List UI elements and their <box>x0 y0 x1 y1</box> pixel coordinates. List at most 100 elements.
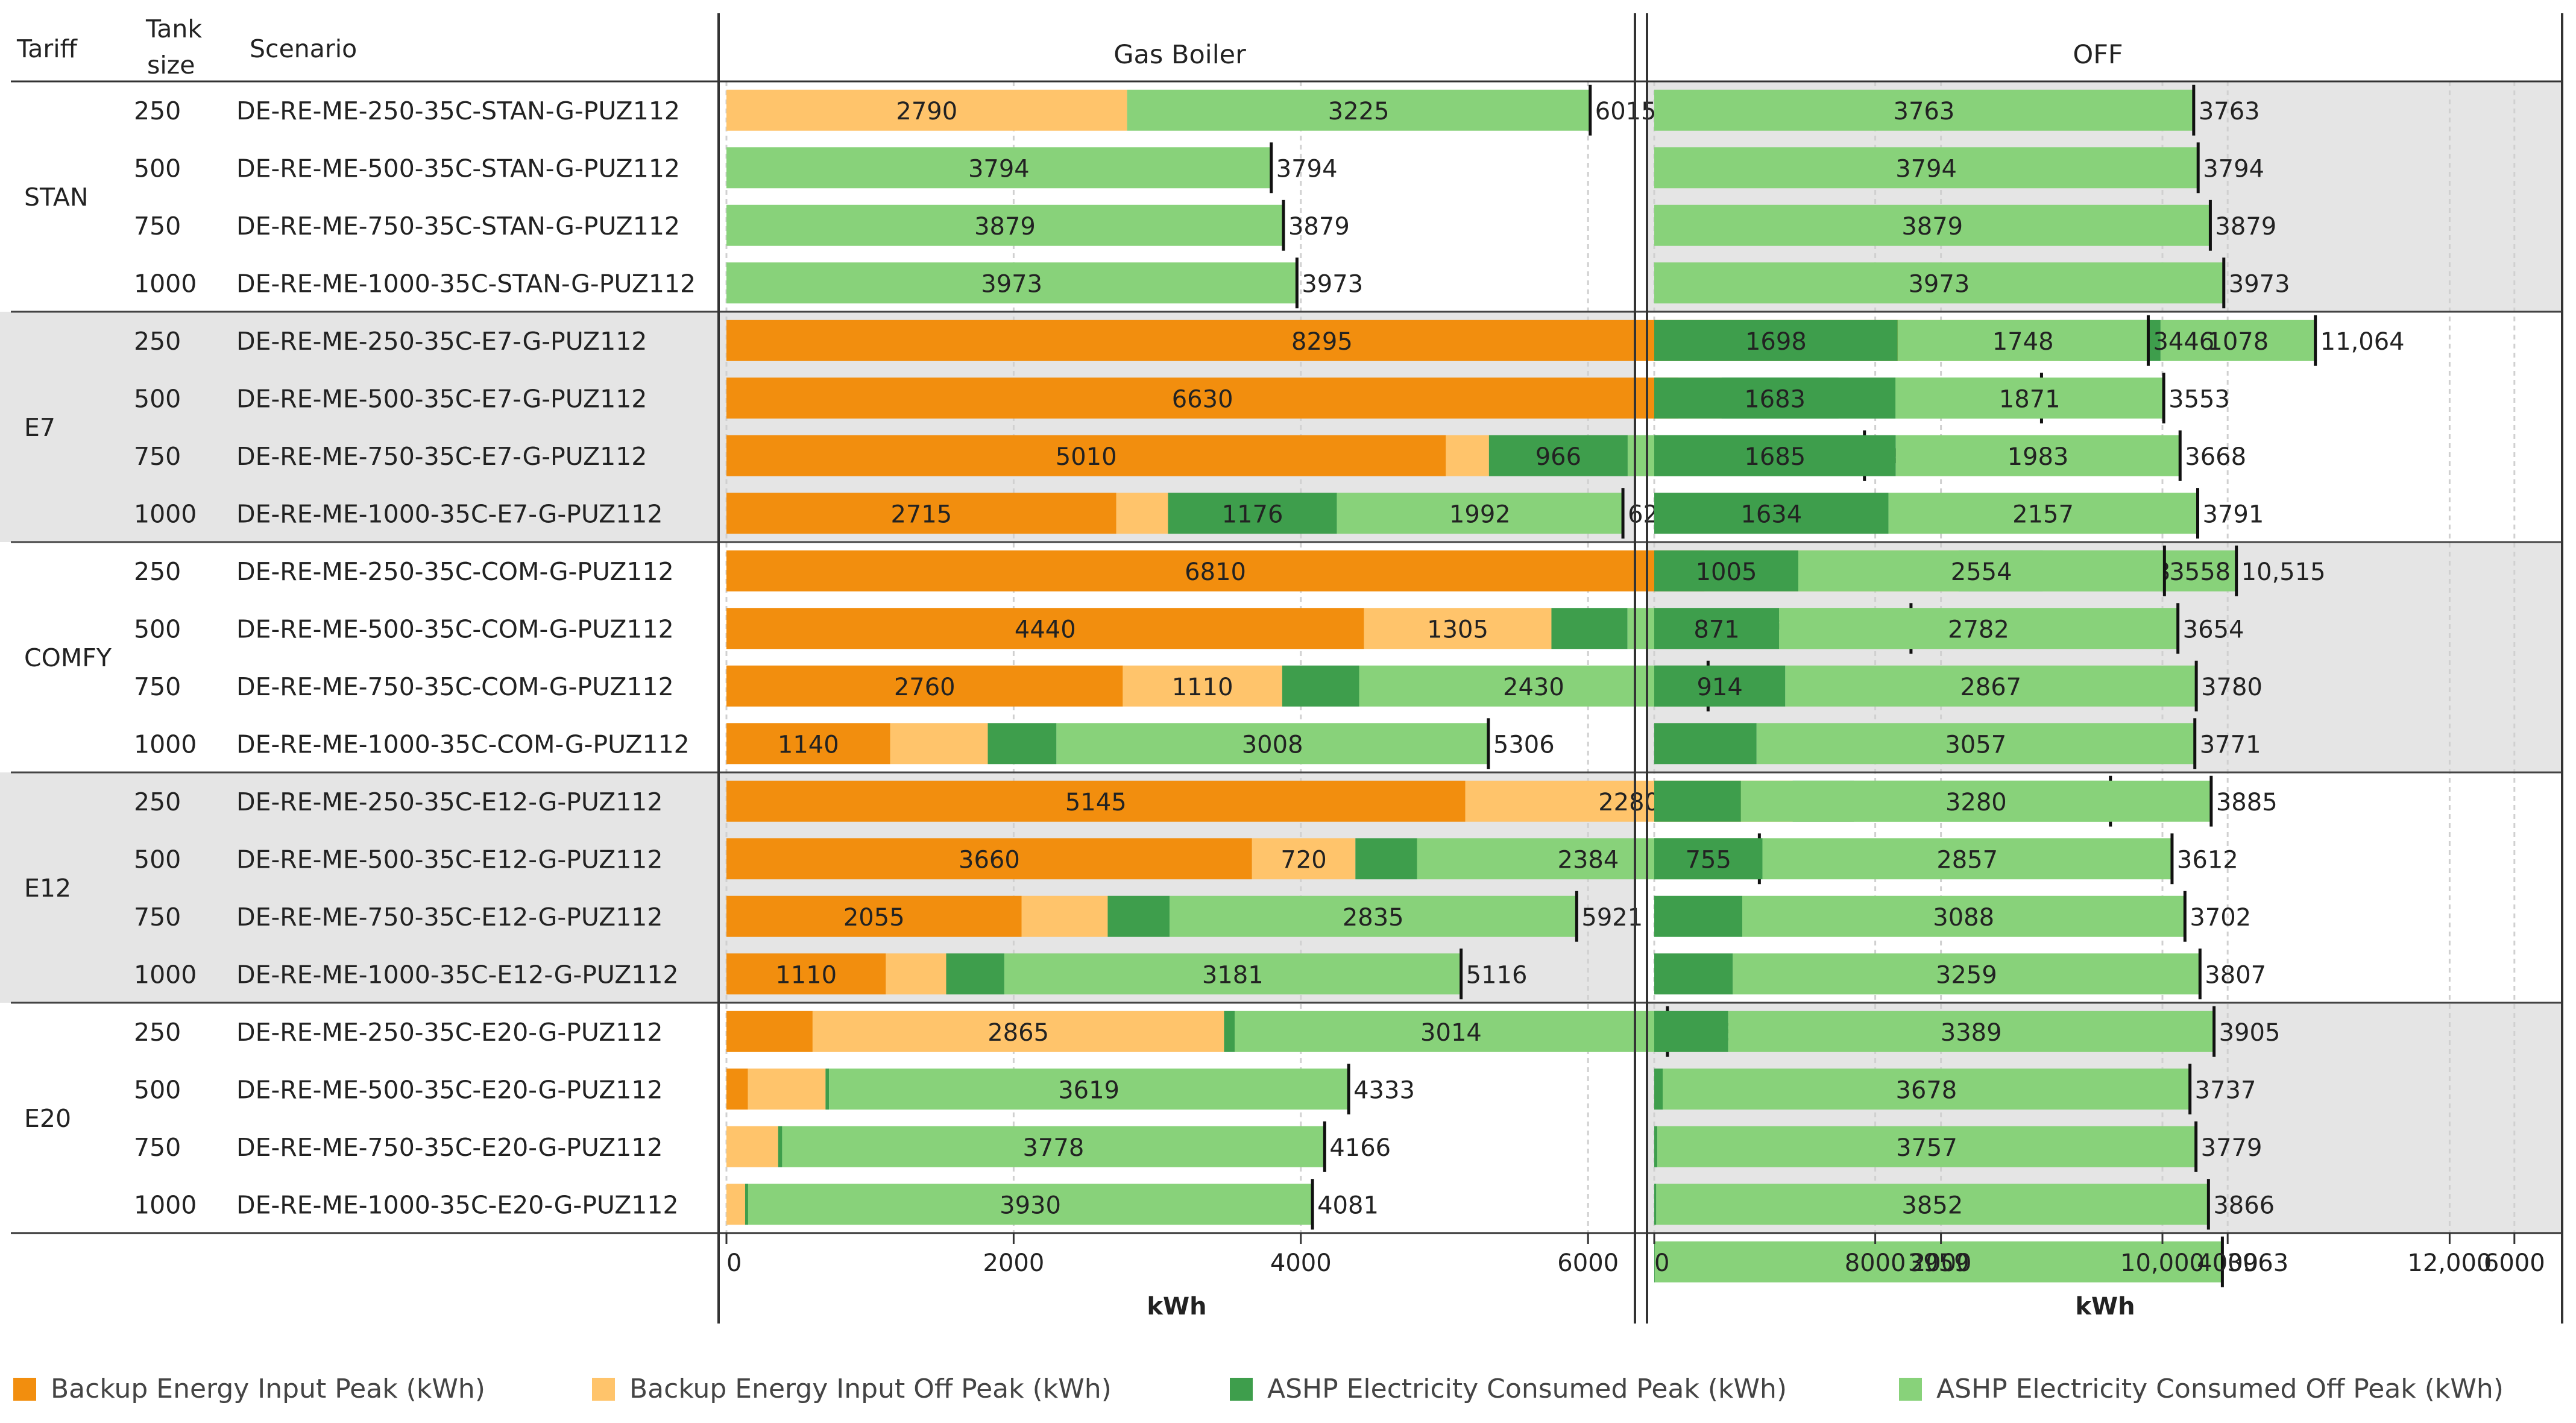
bar-value-label: 2430 <box>1503 674 1564 701</box>
tank-size-label: 1000 <box>134 1190 197 1219</box>
bar-value-label: 2554 <box>1951 558 2012 586</box>
bar-backup_peak <box>726 838 1252 880</box>
tank-size-label: 250 <box>134 327 181 356</box>
bar-ashp_offpeak <box>726 262 1297 304</box>
bar-value-label: 966 <box>1535 443 1581 471</box>
bar-total-label: 5116 <box>1466 961 1528 989</box>
bar-ashp_peak <box>1654 608 1780 649</box>
bar-total-label: 3702 <box>2190 904 2251 932</box>
bar-total-label: 4081 <box>1317 1191 1379 1219</box>
bar-ashp_offpeak <box>1663 1068 2190 1110</box>
bar-value-label: 3280 <box>1945 789 2007 816</box>
scenario-label: DE-RE-ME-750-35C-E7-G-PUZ112 <box>236 442 647 471</box>
x-axis-label: kWh <box>1147 1293 1206 1320</box>
bar-ashp_offpeak <box>1733 953 2200 995</box>
bar-ashp_peak <box>1168 493 1337 534</box>
bar-value-label: 2055 <box>843 904 905 932</box>
bar-total-label: 3791 <box>2202 500 2264 528</box>
header-tariff: Tariff <box>16 34 78 63</box>
bar-backup_offpeak <box>726 1184 745 1225</box>
bar-value-label: 2157 <box>2012 500 2074 528</box>
scenario-label: DE-RE-ME-500-35C-E20-G-PUZ112 <box>236 1075 663 1104</box>
bar-ashp_offpeak <box>1170 895 1577 937</box>
scenario-label: DE-RE-ME-500-35C-COM-G-PUZ112 <box>236 614 674 643</box>
bar-backup_peak <box>726 895 1022 937</box>
header-scenario: Scenario <box>250 34 357 63</box>
bar-value-label: 3088 <box>1933 904 1994 932</box>
bar-value-label: 6810 <box>1185 558 1246 586</box>
bar-ashp_peak <box>1355 838 1417 880</box>
x-tick-label: 4000 <box>2197 1249 2258 1277</box>
label-band-e7 <box>0 312 719 542</box>
bar-total-label: 3973 <box>2229 270 2290 298</box>
bar-ashp_offpeak <box>1895 435 2181 476</box>
bar-ashp_offpeak <box>1654 147 2199 189</box>
bar-ashp_offpeak <box>1779 608 2178 649</box>
bar-ashp_peak <box>946 953 1004 995</box>
bar-value-label: 914 <box>1696 674 1742 701</box>
bar-ashp_peak <box>1224 1011 1235 1052</box>
tank-size-label: 250 <box>134 96 181 125</box>
row-group-bands <box>0 81 2562 1233</box>
scenario-label: DE-RE-ME-250-35C-COM-G-PUZ112 <box>236 557 674 586</box>
legend-label-backup_offpeak: Backup Energy Input Off Peak (kWh) <box>629 1374 1112 1404</box>
scenario-label: DE-RE-ME-750-35C-COM-G-PUZ112 <box>236 672 674 701</box>
bar-total-label: 3794 <box>2203 155 2264 183</box>
bar-ashp_offpeak <box>1728 1011 2214 1052</box>
tank-size-label: 500 <box>134 384 181 413</box>
panel-title: OFF <box>2073 40 2123 70</box>
bar-value-label: 1698 <box>1745 328 1807 356</box>
bar-ashp_peak <box>1654 780 1741 822</box>
bar-backup_peak <box>726 493 1116 534</box>
bar-total-label: 3973 <box>1302 270 1363 298</box>
scenario-label: DE-RE-ME-500-35C-STAN-G-PUZ112 <box>236 154 680 183</box>
bar-ashp_offpeak <box>748 1184 1313 1225</box>
bar-backup_peak <box>726 608 1364 649</box>
bar-value-label: 3930 <box>1000 1191 1061 1219</box>
tank-size-label: 750 <box>134 212 181 241</box>
bar-value-label: 6630 <box>1172 385 1233 413</box>
bar-total-label: 5921 <box>1581 904 1643 932</box>
bar-ashp_offpeak <box>1756 723 2195 765</box>
tank-size-label: 500 <box>134 845 181 874</box>
bar-total-label: 3905 <box>2219 1019 2281 1047</box>
bar-backup_offpeak <box>726 1126 778 1167</box>
bar-ashp_peak <box>1654 953 1733 995</box>
legend-label-backup_peak: Backup Energy Input Peak (kWh) <box>51 1374 485 1404</box>
bar-total-label: 4333 <box>1353 1076 1415 1104</box>
bar-value-label: 2782 <box>1948 616 2009 643</box>
bar-ashp_offpeak <box>1127 89 1590 131</box>
row-labels: 250 DE-RE-ME-250-35C-STAN-G-PUZ112 500 DE-R… <box>16 14 2123 1219</box>
legend: Backup Energy Input Peak (kWh) Backup Ene… <box>13 1374 2504 1404</box>
bar-ashp_offpeak <box>1897 320 2149 361</box>
bar-ashp_peak <box>1654 1011 1728 1052</box>
bar-ashp_offpeak <box>1056 723 1488 765</box>
bar-backup_peak <box>726 780 1466 822</box>
bar-total-label: 3780 <box>2201 674 2263 701</box>
legend-swatch-ashp_offpeak <box>1899 1378 1922 1401</box>
bar-value-label: 5145 <box>1065 789 1127 816</box>
bar-value-label: 1140 <box>778 731 839 759</box>
bar-total-label: 3963 <box>2227 1249 2288 1277</box>
scenario-label: DE-RE-ME-250-35C-E12-G-PUZ112 <box>236 787 663 816</box>
bar-ashp_offpeak <box>1657 1126 2196 1167</box>
bar-total-label: 3771 <box>2200 731 2261 759</box>
bar-ashp_peak <box>1654 550 1798 592</box>
bar-value-label: 2280 <box>1598 789 1660 816</box>
bar-value-label: 3757 <box>1896 1134 1957 1162</box>
bar-total-label: 3558 <box>2169 558 2231 586</box>
legend-label-ashp_peak: ASHP Electricity Consumed Peak (kWh) <box>1267 1374 1787 1404</box>
header-tank-size: size <box>147 51 195 80</box>
bar-ashp_peak <box>1107 895 1170 937</box>
bar-value-label: 3879 <box>1901 213 1963 241</box>
panel-title: Gas Boiler <box>1113 40 1246 70</box>
bar-total-label: 3612 <box>2177 846 2238 874</box>
x-tick-label: 2000 <box>983 1249 1045 1277</box>
scenario-label: DE-RE-ME-250-35C-E20-G-PUZ112 <box>236 1018 663 1047</box>
bar-backup_offpeak <box>886 953 946 995</box>
bar-ashp_peak <box>1551 608 1628 649</box>
tank-size-label: 1000 <box>134 499 197 528</box>
bar-ashp_offpeak <box>1762 838 2172 880</box>
